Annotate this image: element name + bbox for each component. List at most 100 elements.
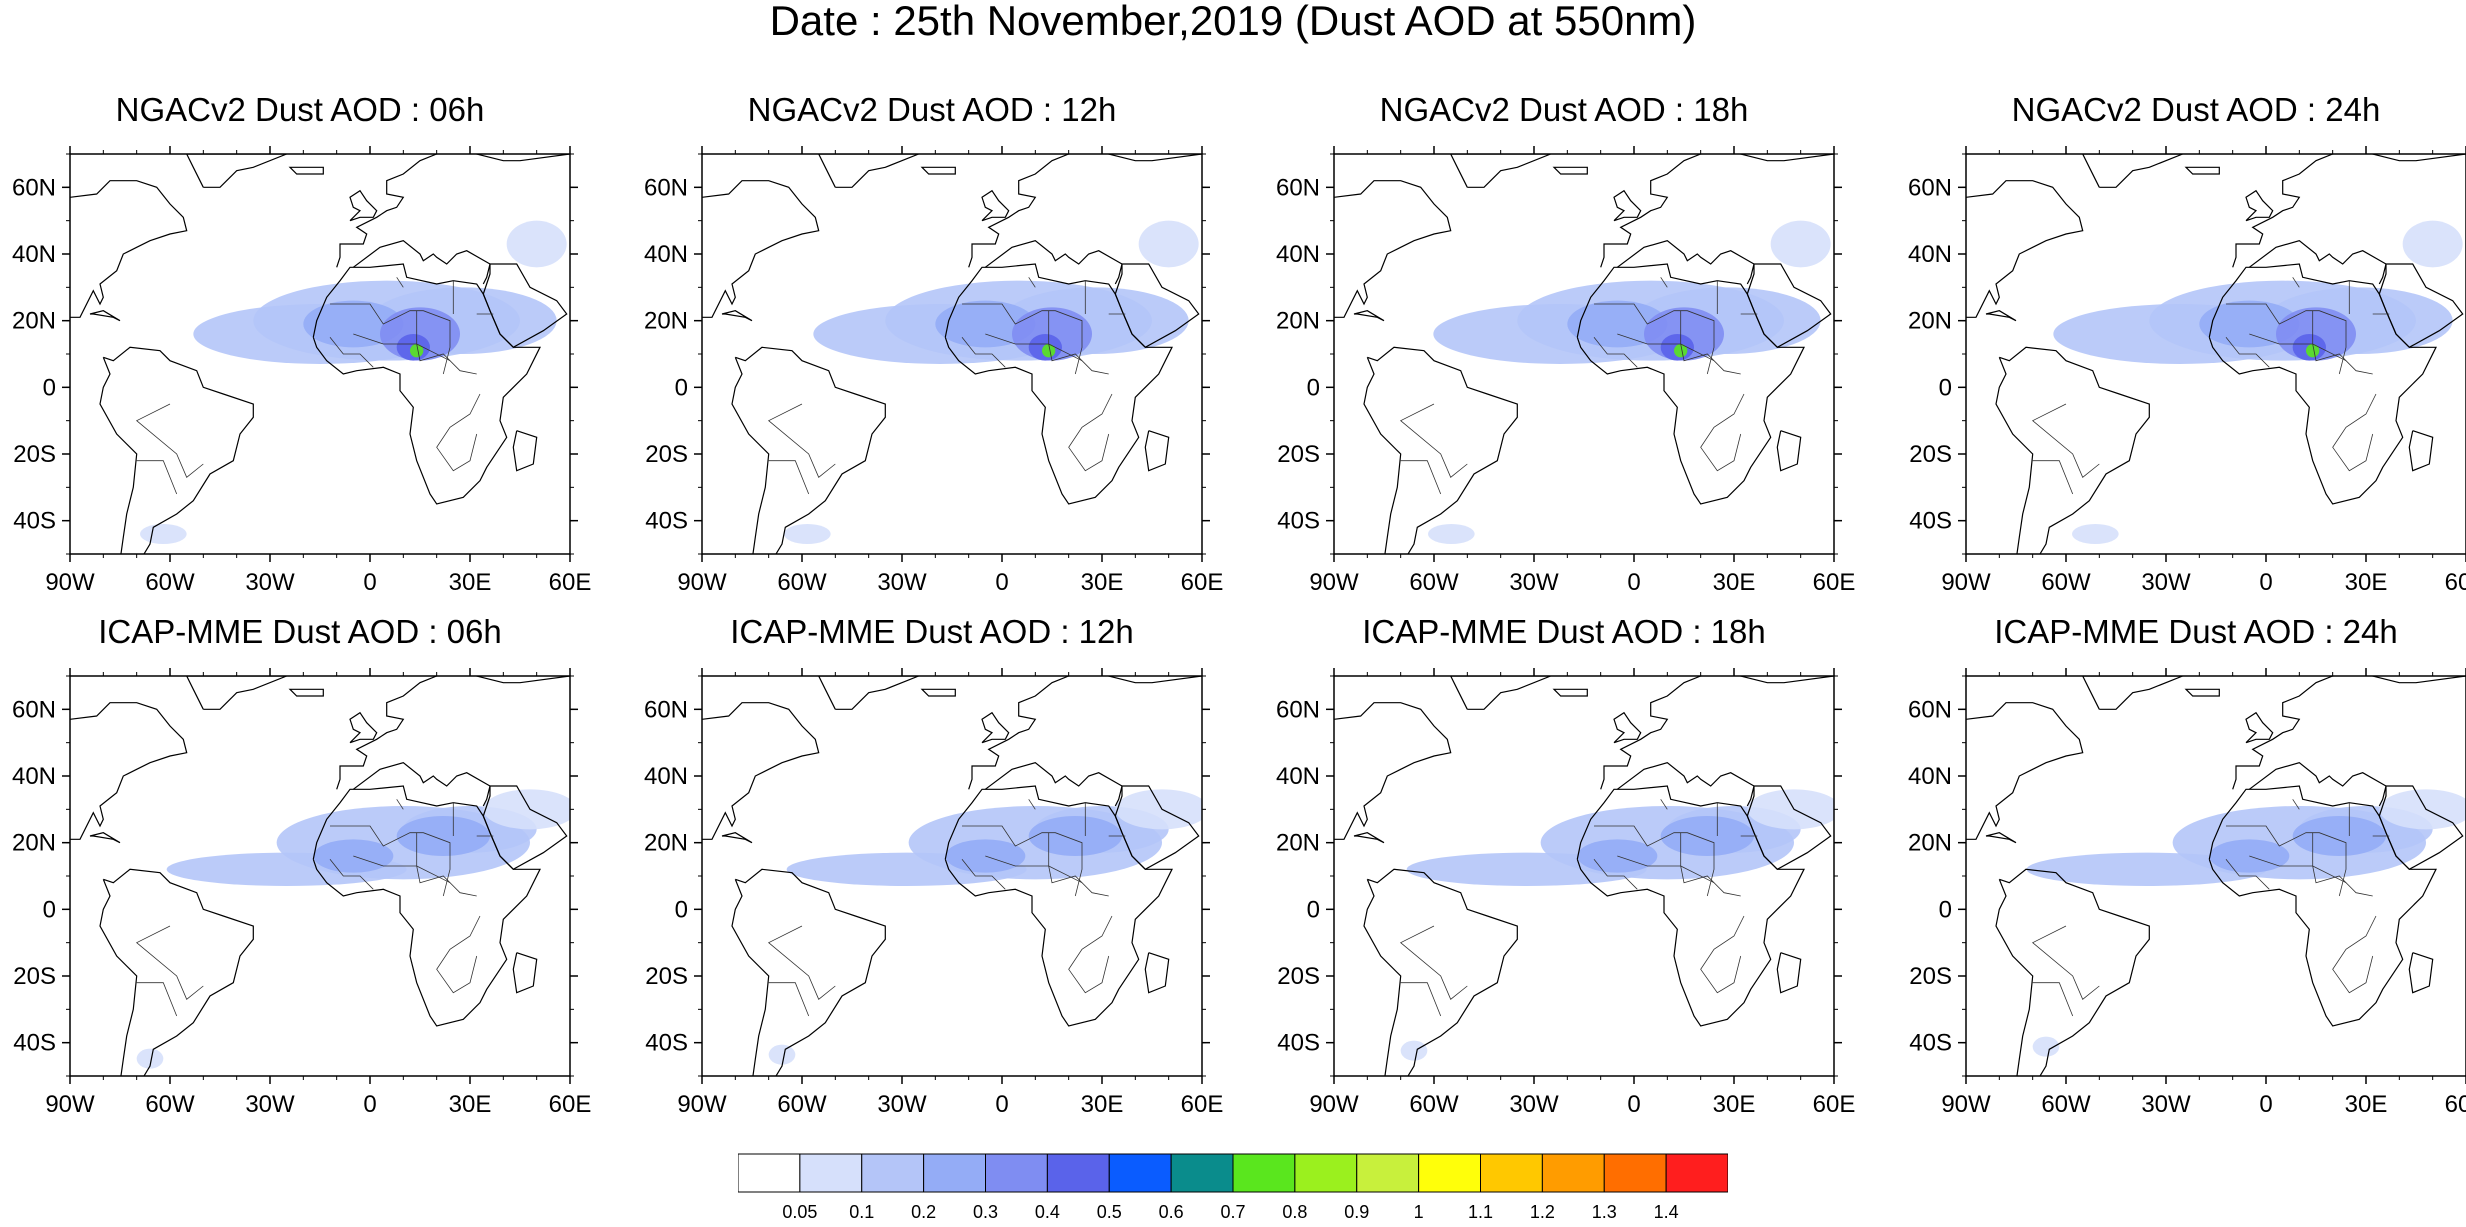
country-border — [2292, 277, 2300, 288]
country-border — [135, 925, 204, 1000]
coastline — [818, 154, 919, 188]
lon-tick-label: 30E — [449, 569, 492, 596]
coastline — [1144, 430, 1170, 472]
lon-tick-label: 0 — [363, 569, 376, 596]
coastline — [1552, 166, 1588, 175]
lon-tick-label: 0 — [995, 1091, 1008, 1118]
lat-tick-label: 60N — [1908, 696, 1952, 723]
lon-tick-label: 30W — [245, 1091, 295, 1118]
coastline — [89, 310, 121, 322]
country-border — [2032, 982, 2074, 1017]
coastline — [1576, 263, 1805, 505]
coastline — [89, 832, 121, 844]
lon-tick-label: 60W — [777, 1091, 827, 1118]
coastline — [1450, 676, 1551, 710]
lat-tick-label: 40S — [645, 508, 688, 535]
lat-tick-label: 60N — [644, 174, 688, 201]
lat-tick-label: 0 — [675, 374, 688, 401]
coastline — [336, 154, 570, 268]
colorbar-swatch — [1232, 1153, 1296, 1193]
country-border — [2249, 855, 2373, 897]
lat-tick-label: 20N — [1276, 308, 1320, 335]
map-panel: NGACv2 Dust AOD : 24h 60N 40N 20N 0 20S 40S 90W… — [1896, 90, 2466, 630]
colorbar-label: 0.7 — [1220, 1202, 1245, 1222]
colorbar-label: 1 — [1414, 1202, 1424, 1222]
colorbar-swatch — [1480, 1153, 1543, 1193]
lon-tick-label: 90W — [1941, 1091, 1991, 1118]
coastline — [2082, 154, 2183, 188]
country-border — [1593, 337, 1638, 368]
lat-tick-label: 40S — [645, 1030, 688, 1057]
lon-tick-label: 0 — [2259, 569, 2272, 596]
coastline — [1995, 868, 2150, 1076]
coastline — [1985, 832, 2017, 844]
dust-aod-map: 60N 40N 20N 0 20S 40S 90W 60W 30W 0 30E 60E — [1908, 146, 2466, 596]
lat-tick-label: 40S — [1277, 1030, 1320, 1057]
lon-tick-label: 30E — [2345, 1091, 2388, 1118]
dust-aod-map: 60N 40N 20N 0 20S 40S 90W 60W 30W 0 30E 60E — [12, 668, 591, 1118]
country-border — [1028, 799, 1036, 810]
map-panel: NGACv2 Dust AOD : 12h 60N 40N 20N 0 20S 40S 90W… — [632, 90, 1232, 630]
dust-aod-map: 60N 40N 20N 0 20S 40S 90W 60W 30W 0 30E 60E — [1908, 668, 2466, 1118]
colorbar-label: 0.6 — [1159, 1202, 1184, 1222]
coastline — [2408, 952, 2434, 994]
panel-title: ICAP-MME Dust AOD : 12h — [730, 613, 1134, 650]
coastline — [721, 310, 753, 322]
coastline — [70, 702, 188, 840]
panel-title: ICAP-MME Dust AOD : 06h — [98, 613, 502, 650]
lat-tick-label: 20N — [12, 308, 56, 335]
country-border — [135, 403, 204, 478]
country-border — [1660, 277, 1668, 288]
lon-tick-label: 30E — [449, 1091, 492, 1118]
country-border — [1399, 925, 1468, 1000]
panel-title: ICAP-MME Dust AOD : 24h — [1994, 613, 2398, 650]
lat-tick-label: 40N — [1276, 763, 1320, 790]
dust-plume-shade — [2402, 220, 2463, 268]
country-border — [2332, 915, 2377, 994]
country-border — [2312, 832, 2347, 884]
coastline — [186, 154, 287, 188]
coastline — [1353, 832, 1385, 844]
coastline — [99, 868, 254, 1076]
dust-plume-shade — [483, 789, 570, 830]
country-border — [1399, 403, 1468, 478]
coastline — [1363, 868, 1518, 1076]
lat-tick-label: 40S — [1277, 508, 1320, 535]
coastline — [1995, 346, 2150, 554]
lon-tick-label: 30W — [877, 1091, 927, 1118]
coastline — [702, 702, 820, 840]
lat-tick-label: 20N — [644, 308, 688, 335]
colorbar-swatch — [985, 1153, 1048, 1193]
coastline — [1616, 762, 1755, 807]
coastline — [1450, 154, 1551, 188]
lon-tick-label: 60E — [2445, 1091, 2466, 1118]
dust-aod-map: 60N 40N 20N 0 20S 40S 90W 60W 30W 0 30E 60E — [644, 668, 1223, 1118]
lon-tick-label: 60W — [2041, 1091, 2091, 1118]
lon-tick-label: 0 — [2259, 1091, 2272, 1118]
coastline — [2208, 263, 2437, 505]
dust-plume-shade — [410, 344, 424, 358]
dust-aod-map: 60N 40N 20N 0 20S 40S 90W 60W 30W 0 30E 60E — [12, 146, 591, 596]
colorbar-swatch — [923, 1153, 986, 1193]
coastline — [1114, 785, 1200, 871]
lon-tick-label: 30E — [1081, 1091, 1124, 1118]
coastline — [349, 189, 378, 222]
lon-tick-label: 90W — [677, 1091, 727, 1118]
dust-plume-shade — [1428, 524, 1475, 544]
lat-tick-label: 40S — [1909, 1030, 1952, 1057]
coastline — [1363, 346, 1518, 554]
lat-tick-label: 20S — [1909, 963, 1952, 990]
coastline — [981, 189, 1010, 222]
coastline — [920, 688, 956, 697]
coastline — [1144, 952, 1170, 994]
dust-plume-shade — [396, 816, 491, 856]
country-border — [2031, 403, 2100, 478]
colorbar-swatch — [1046, 1153, 1110, 1193]
map-panel: ICAP-MME Dust AOD : 24h 60N 40N 20N 0 20S 40S 9… — [1896, 612, 2466, 1152]
dust-plume-shade — [1660, 816, 1754, 856]
lat-tick-label: 0 — [43, 896, 56, 923]
dust-plume-shade — [2032, 1036, 2060, 1057]
country-border — [768, 460, 810, 495]
lat-tick-label: 60N — [1908, 174, 1952, 201]
lon-tick-label: 60E — [2445, 569, 2466, 596]
